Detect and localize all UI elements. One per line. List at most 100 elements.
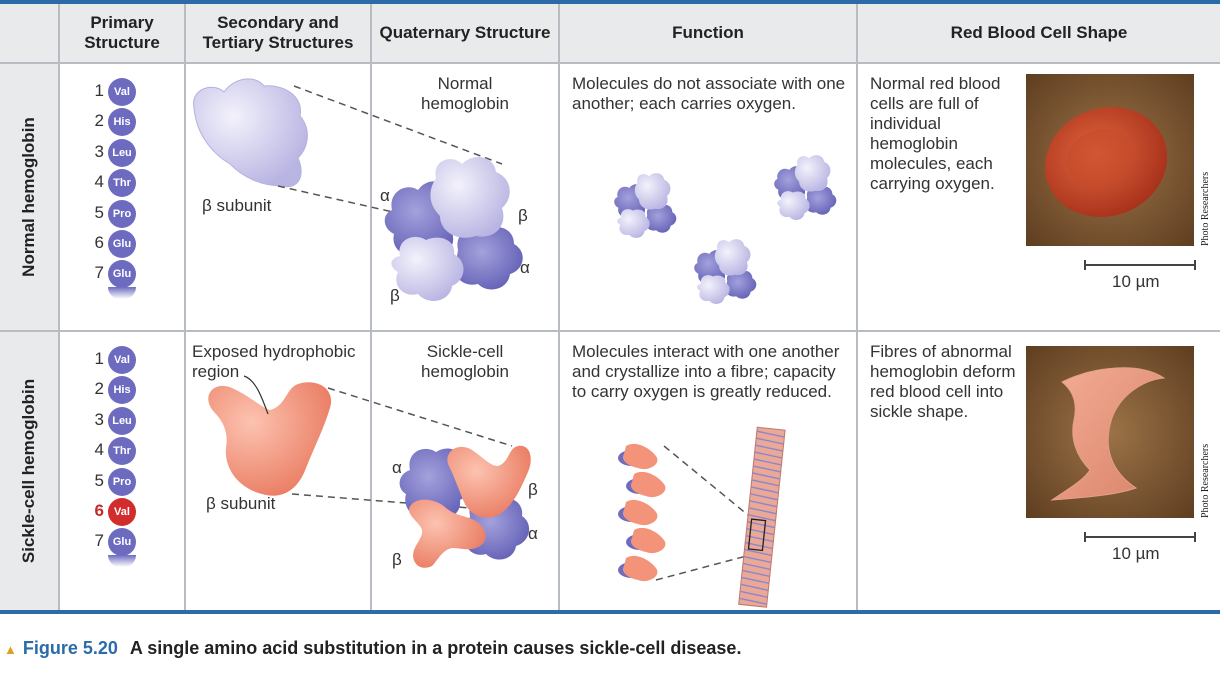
alpha-label: α (380, 186, 390, 205)
exposed-region-pointer (243, 375, 269, 415)
beta-label: β (392, 550, 402, 569)
fibre-stripe (754, 451, 783, 459)
residue-number: 7 (94, 263, 104, 283)
residue-bead: Glu (108, 230, 136, 258)
amino-acid-1: 1 Val (90, 78, 150, 106)
quaternary-title-sickle: Sickle-cell hemoglobin (421, 342, 509, 381)
beta-subunit-label: β subunit (206, 494, 276, 513)
amino-acid-4: 4 Thr (90, 437, 150, 466)
residue-bead: Thr (108, 169, 136, 198)
fibre-stripe (751, 479, 780, 487)
figure-caption: ▲ Figure 5.20 A single amino acid substitu… (4, 638, 741, 659)
amino-acid-6: 6 Val (90, 498, 150, 526)
chain-continuation (108, 554, 136, 567)
crystallized-fibre (738, 426, 786, 608)
residue-number: 2 (94, 111, 104, 131)
residue-number: 7 (94, 531, 104, 551)
sickle-rbc-photo (1026, 346, 1194, 518)
normal-beta-subunit-shape (193, 78, 308, 188)
fibre-stripe (747, 521, 776, 529)
beta-label: β (528, 480, 538, 499)
amino-acid-5: 5 Pro (90, 199, 150, 228)
normal-rbc-photo (1026, 74, 1194, 246)
fibre-stripe (750, 493, 778, 501)
amino-acid-6: 6 Glu (90, 230, 150, 258)
residue-number: 1 (94, 349, 104, 368)
function-text-normal: Molecules do not associate with one anot… (572, 74, 846, 113)
dashed-connector (655, 445, 755, 581)
residue-bead: Leu (108, 406, 136, 435)
normal-hemoglobin-tetramer (384, 157, 523, 301)
header-primary: Primary Structure (60, 4, 184, 62)
exposed-hydrophobic-label: Exposed hydrophobic region (192, 342, 356, 381)
residue-bead: Thr (108, 437, 136, 466)
fibre-stripe (742, 569, 770, 578)
amino-acid-5: 5 Pro (90, 467, 150, 496)
fibre-stripe (741, 576, 770, 584)
fibre-stripe (749, 500, 778, 508)
fibre-beta-unit (622, 443, 658, 470)
amino-acid-1: 1 Val (90, 346, 150, 374)
caption-triangle-icon: ▲ (4, 642, 17, 657)
scale-label: 10 µm (1112, 272, 1160, 291)
fibre-stripe (752, 472, 781, 480)
header-secondary-tertiary: Secondary and Tertiary Structures (186, 4, 370, 62)
fibre-stripe (744, 541, 773, 550)
fibre-beta-unit (630, 527, 666, 554)
fibre-stripe (745, 534, 774, 543)
residue-bead: Val (108, 78, 136, 106)
amino-acid-3: 3 Leu (90, 138, 150, 167)
fibre-beta-unit (622, 555, 658, 582)
rbc-text-sickle: Fibres of abnormal hemoglobin deform red… (870, 342, 1016, 421)
fibre-stripe (748, 507, 777, 515)
alpha-label: α (520, 258, 530, 277)
chain-continuation (108, 286, 136, 299)
fibre-stripe (753, 458, 782, 466)
grid-line (58, 4, 60, 610)
fibre-stripe (755, 444, 784, 452)
residue-bead: Val (108, 346, 136, 374)
amino-acid-3: 3 Leu (90, 406, 150, 435)
grid-line (856, 4, 858, 610)
photo-credit: Photo Researchers (1200, 443, 1211, 518)
fibre-stripe (747, 514, 776, 522)
amino-acid-2: 2 His (90, 108, 150, 137)
fibre-stripe (750, 486, 779, 494)
fibre-stripe (746, 527, 775, 536)
residue-bead: Leu (108, 138, 136, 167)
fibre-stripe (742, 562, 771, 571)
amino-acid-4: 4 Thr (90, 169, 150, 198)
residue-bead: Pro (108, 199, 136, 228)
beta-label: β (390, 286, 400, 305)
grid-line (558, 4, 560, 610)
row-label-sickle: Sickle-cell hemoglobin (0, 332, 58, 610)
fibre-beta-unit (622, 499, 658, 526)
grid-line (184, 4, 186, 610)
header-function: Function (560, 4, 856, 62)
residue-number: 6 (94, 501, 104, 520)
fibre-stripe (739, 597, 767, 605)
residue-number: 5 (94, 470, 104, 490)
amino-acid-7: 7 Glu (90, 528, 150, 557)
residue-number: 4 (94, 172, 104, 192)
function-text-sickle: Molecules interact with one another and … (572, 342, 840, 401)
caption-text: A single amino acid substitution in a pr… (129, 638, 742, 658)
header-quaternary: Quaternary Structure (372, 4, 558, 62)
residue-bead: Val (108, 498, 136, 526)
residue-bead: Pro (108, 467, 136, 496)
scale-label: 10 µm (1112, 544, 1160, 563)
residue-number: 2 (94, 379, 104, 399)
alpha-label: α (528, 524, 538, 543)
fibre-stripe (739, 590, 768, 598)
residue-bead: His (108, 108, 136, 137)
residue-bead: Glu (108, 260, 136, 289)
residue-number: 5 (94, 202, 104, 222)
alpha-label: α (392, 458, 402, 477)
beta-label: β (518, 206, 528, 225)
residue-bead: His (108, 376, 136, 405)
fibre-stripe (743, 555, 772, 564)
residue-number: 3 (94, 141, 104, 161)
grid-line (0, 330, 1220, 332)
figure-number: Figure 5.20 (22, 638, 118, 658)
